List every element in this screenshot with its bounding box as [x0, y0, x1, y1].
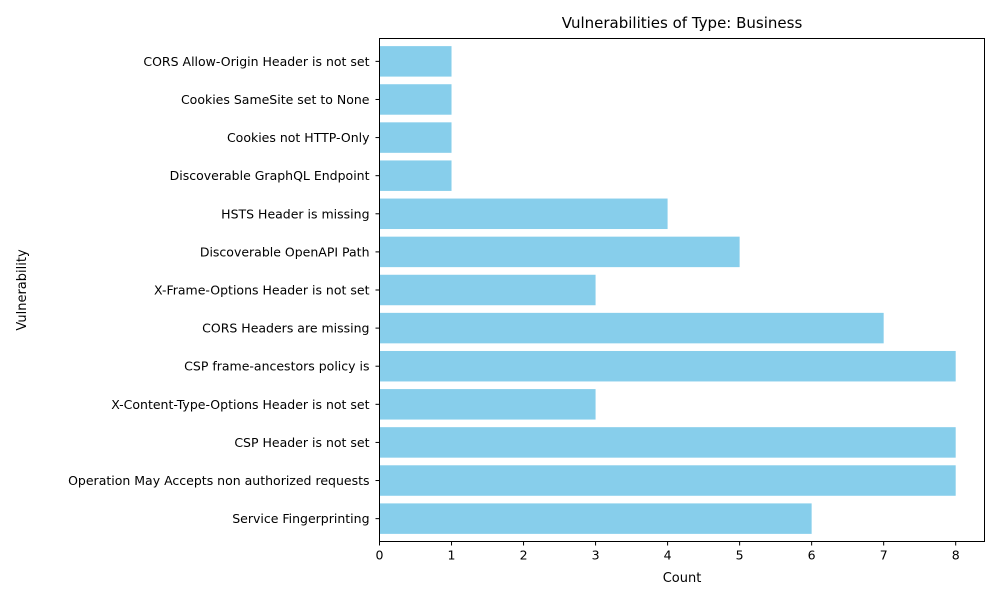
- y-tick-label: X-Frame-Options Header is not set: [154, 283, 370, 298]
- x-tick-label: 7: [880, 548, 888, 563]
- y-tick-label: X-Content-Type-Options Header is not set: [111, 397, 369, 412]
- y-tick-label: CSP frame-ancestors policy is: [184, 359, 369, 374]
- x-tick-label: 8: [952, 548, 960, 563]
- x-tick-label: 2: [520, 548, 528, 563]
- y-tick-label: CORS Allow-Origin Header is not set: [143, 54, 369, 69]
- bar: [379, 503, 812, 534]
- bar: [379, 46, 452, 77]
- y-tick-label: Cookies SameSite set to None: [181, 92, 370, 107]
- y-tick-label: Discoverable OpenAPI Path: [200, 244, 370, 259]
- y-tick-label: Discoverable GraphQL Endpoint: [170, 168, 370, 183]
- y-tick-label: Operation May Accepts non authorized req…: [68, 473, 369, 488]
- bar: [379, 122, 452, 153]
- bar: [379, 427, 956, 458]
- y-axis-label: Vulnerability: [15, 249, 30, 331]
- bar: [379, 389, 596, 420]
- bar: [379, 160, 452, 191]
- bar: [379, 198, 668, 230]
- bars-layer: [379, 46, 956, 534]
- bar: [379, 236, 740, 268]
- y-tick-label: Service Fingerprinting: [232, 511, 369, 526]
- plot-frame: [379, 38, 985, 542]
- x-tick-label: 1: [448, 548, 456, 563]
- x-tick-label: 5: [736, 548, 744, 563]
- bar: [379, 312, 884, 344]
- bar: [379, 350, 956, 382]
- x-tick-label: 6: [808, 548, 816, 563]
- y-tick-label: CORS Headers are missing: [202, 321, 369, 336]
- x-axis-label: Count: [663, 571, 702, 586]
- y-tick-label: Cookies not HTTP-Only: [227, 130, 370, 145]
- bar: [379, 274, 596, 306]
- bar: [379, 465, 956, 496]
- x-tick-label: 3: [592, 548, 600, 563]
- x-tick-label: 0: [376, 548, 384, 563]
- y-tick-label: CSP Header is not set: [234, 435, 369, 450]
- x-tick-label: 4: [664, 548, 672, 563]
- chart-title: Vulnerabilities of Type: Business: [562, 14, 803, 32]
- x-ticks-layer: 0 1 2 3 4 5 6 7 8: [376, 541, 960, 563]
- y-tick-label: HSTS Header is missing: [221, 206, 369, 221]
- y-ticks-layer: Service Fingerprinting Operation May Acce…: [68, 54, 380, 526]
- bar: [379, 84, 452, 115]
